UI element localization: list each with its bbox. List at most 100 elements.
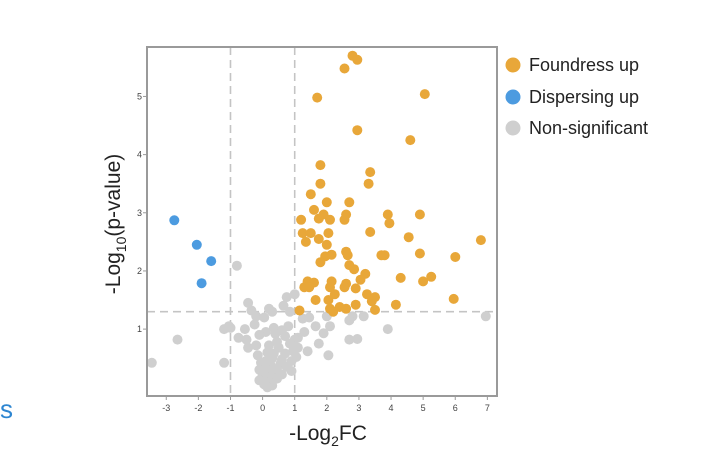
- point-foundress-up: [414, 248, 425, 259]
- point-non-significant: [252, 350, 263, 361]
- point-dispersing-up: [191, 239, 202, 250]
- point-non-significant: [249, 319, 260, 330]
- point-foundress-up: [363, 178, 374, 189]
- x-axis-label: -Log2FC: [289, 422, 367, 449]
- point-foundress-up: [350, 283, 361, 294]
- point-non-significant: [233, 332, 244, 343]
- point-foundress-up: [376, 250, 387, 261]
- point-foundress-up: [403, 232, 414, 243]
- point-foundress-up: [362, 289, 372, 300]
- point-foundress-up: [426, 271, 437, 282]
- point-foundress-up: [326, 249, 337, 260]
- point-non-significant: [281, 292, 292, 303]
- point-foundress-up: [370, 304, 380, 315]
- data-points: [146, 50, 491, 393]
- point-foundress-up: [350, 299, 361, 310]
- point-non-significant: [278, 300, 289, 311]
- x-tick-label: -1: [226, 403, 234, 413]
- point-foundress-up: [384, 218, 395, 229]
- point-non-significant: [259, 312, 270, 323]
- point-foundress-up: [329, 289, 340, 300]
- point-non-significant: [270, 328, 281, 339]
- point-foundress-up: [339, 63, 350, 74]
- x-axis-ticks: -3 -2 -1 0 1 2 3 4 5 6 7: [162, 396, 490, 413]
- point-non-significant: [251, 311, 262, 322]
- point-foundress-up: [419, 89, 430, 100]
- point-foundress-up: [448, 293, 459, 304]
- x-tick-label: 2: [324, 403, 329, 413]
- point-non-significant: [239, 324, 250, 335]
- y-tick-label: 4: [137, 150, 142, 160]
- point-foundress-up: [341, 303, 352, 314]
- point-foundress-up: [312, 92, 323, 103]
- point-foundress-up: [395, 272, 406, 283]
- point-foundress-up: [321, 197, 332, 208]
- point-foundress-up: [390, 299, 401, 310]
- point-non-significant: [313, 338, 324, 349]
- point-foundress-up: [323, 295, 334, 305]
- point-non-significant: [480, 311, 491, 322]
- point-foundress-up: [365, 167, 376, 178]
- point-non-significant: [310, 321, 321, 332]
- legend-item-dispersing-up: Dispersing up: [505, 87, 639, 107]
- point-non-significant: [344, 315, 355, 326]
- point-foundress-up: [310, 295, 321, 305]
- legend-label-foundress-up: Foundress up: [529, 55, 639, 75]
- point-foundress-up: [300, 236, 311, 247]
- legend: Foundress up Dispersing up Non-significa…: [505, 55, 648, 138]
- point-non-significant: [243, 297, 254, 308]
- point-non-significant: [225, 322, 236, 333]
- point-non-significant: [323, 350, 334, 361]
- point-foundress-up: [365, 227, 376, 237]
- x-tick-label: 5: [421, 403, 426, 413]
- point-non-significant: [344, 334, 355, 345]
- y-tick-label: 5: [137, 91, 142, 101]
- point-non-significant: [243, 342, 254, 353]
- point-non-significant: [284, 338, 295, 349]
- legend-swatch-non-significant: [505, 120, 521, 136]
- point-foundress-up: [315, 160, 326, 171]
- point-foundress-up: [475, 235, 486, 246]
- point-foundress-up: [405, 135, 416, 146]
- point-non-significant: [299, 327, 310, 337]
- point-non-significant: [382, 324, 393, 335]
- x-tick-label: 1: [292, 403, 297, 413]
- point-non-significant: [284, 306, 295, 317]
- point-non-significant: [267, 306, 278, 317]
- point-non-significant: [219, 357, 230, 368]
- x-tick-label: 6: [453, 403, 458, 413]
- point-dispersing-up: [196, 278, 207, 289]
- legend-swatch-foundress-up: [505, 57, 521, 73]
- point-foundress-up: [297, 228, 308, 239]
- cropped-edge-text: s: [0, 394, 13, 424]
- x-tick-label: 4: [389, 403, 394, 413]
- point-foundress-up: [313, 234, 324, 244]
- point-foundress-up: [313, 213, 324, 224]
- x-tick-label: -3: [162, 403, 170, 413]
- x-tick-label: 7: [485, 403, 490, 413]
- point-dispersing-up: [206, 256, 217, 267]
- y-tick-label: 3: [137, 208, 142, 218]
- point-foundress-up: [339, 282, 350, 293]
- point-foundress-up: [315, 257, 326, 268]
- legend-label-non-significant: Non-significant: [529, 118, 648, 138]
- legend-swatch-dispersing-up: [505, 89, 521, 105]
- point-foundress-up: [414, 209, 425, 220]
- point-non-significant: [352, 334, 363, 344]
- point-foundress-up: [325, 214, 335, 225]
- point-dispersing-up: [169, 215, 180, 226]
- plot-frame: [146, 46, 498, 397]
- point-foundress-up: [450, 252, 461, 262]
- point-foundress-up: [418, 276, 429, 287]
- point-foundress-up: [296, 214, 307, 225]
- point-non-significant: [286, 366, 297, 376]
- point-foundress-up: [355, 274, 366, 285]
- point-non-significant: [172, 334, 183, 345]
- y-tick-label: 2: [137, 266, 142, 276]
- point-foundress-up: [328, 306, 339, 317]
- point-foundress-up: [352, 54, 363, 65]
- point-foundress-up: [349, 264, 360, 275]
- point-non-significant: [241, 334, 252, 345]
- legend-item-non-significant: Non-significant: [505, 118, 648, 138]
